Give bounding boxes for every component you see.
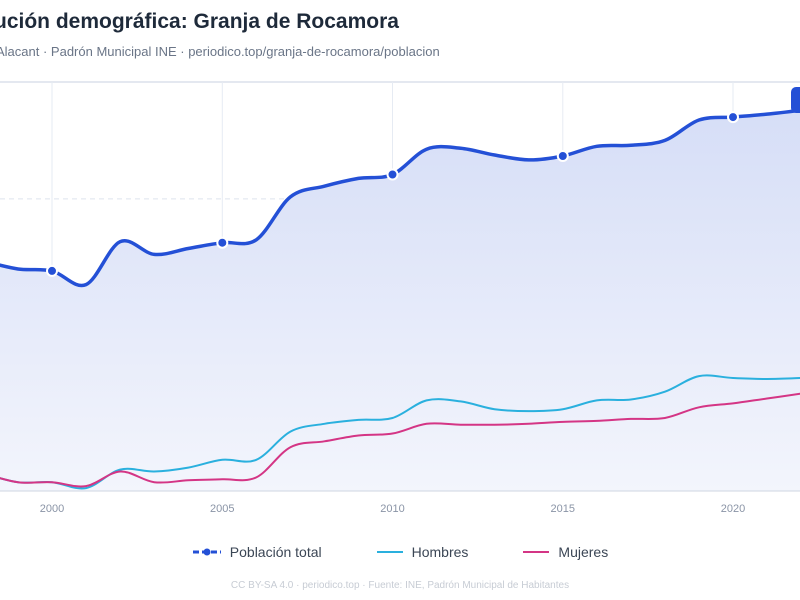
x-tick-label-2005: 2005 (210, 503, 234, 515)
legend-item-mujeres[interactable]: Mujeres (522, 544, 608, 560)
marker-total-2005[interactable] (216, 236, 229, 249)
legend-swatch-hombres (376, 551, 403, 553)
x-tick-label-2000: 2000 (40, 503, 64, 515)
legend-label-total: Población total (229, 544, 322, 560)
total-markers (46, 111, 739, 277)
line-hombres (0, 374, 800, 490)
marker-total-2020[interactable] (727, 111, 739, 124)
marker-total-2015[interactable] (556, 150, 569, 162)
footer-credit: CC BY-SA 4.0 · periodico.top · Fuente: I… (230, 580, 570, 591)
marker-total-2010[interactable] (386, 168, 399, 181)
x-tick-label-2010: 2010 (380, 503, 404, 515)
x-axis-ticks: 2000 2005 2010 2015 2020 (40, 503, 745, 515)
chart-subtitle: Alacant · Padrón Municipal INE · periodi… (0, 44, 440, 59)
x-tick-label-2015: 2015 (551, 503, 575, 515)
legend-item-hombres[interactable]: Hombres (376, 544, 469, 560)
legend-swatch-total (192, 548, 221, 556)
chart-title: ución demográfica: Granja de Rocamora (0, 10, 399, 33)
x-tick-label-2020: 2020 (721, 503, 745, 515)
legend-label-hombres: Hombres (411, 544, 469, 560)
legend-label-mujeres: Mujeres (558, 544, 609, 560)
legend-item-total[interactable]: Población total (192, 544, 322, 560)
legend-swatch-mujeres (523, 551, 550, 553)
line-mujeres (0, 392, 800, 488)
series-toggle-button[interactable] (791, 87, 800, 113)
legend: Población total Hombres Mujeres (0, 544, 800, 560)
area-fill-total (0, 110, 800, 491)
marker-total-2000[interactable] (46, 264, 58, 277)
